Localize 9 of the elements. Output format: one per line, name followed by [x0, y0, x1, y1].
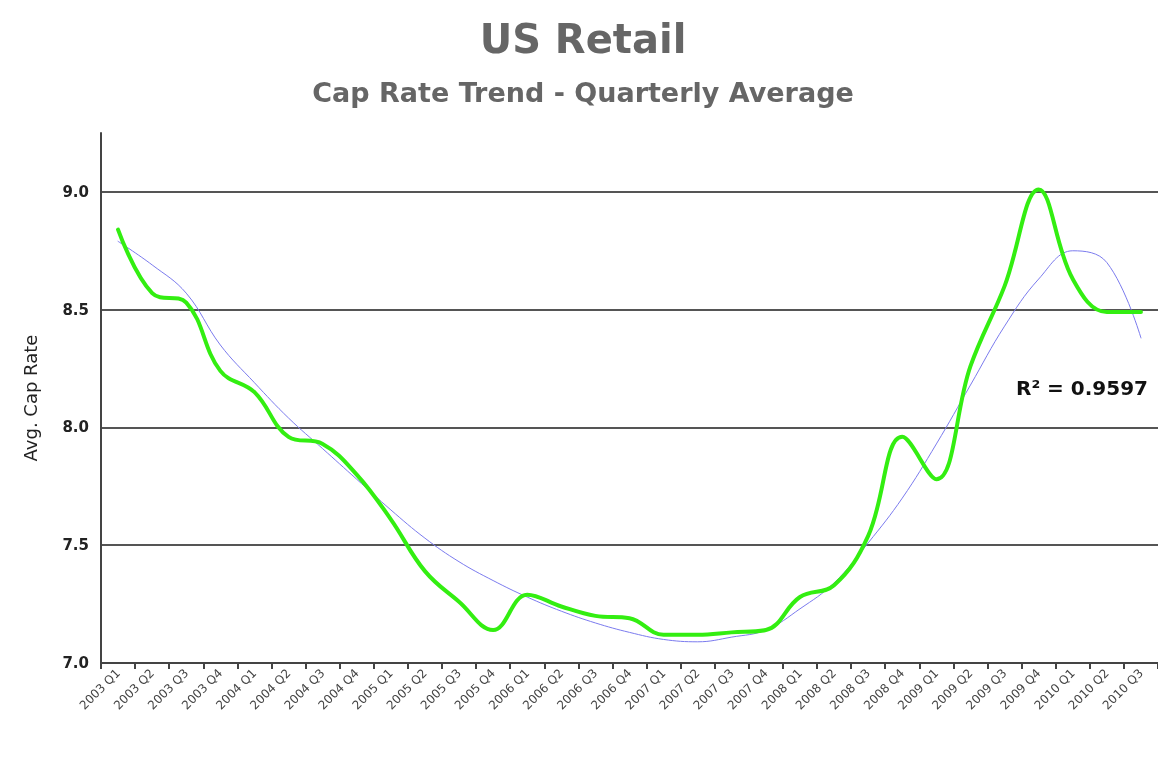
annotation: R² = 0.9597 [1015, 376, 1149, 400]
y-tick-label: 9.0 [62, 182, 89, 201]
y-tick-label: 8.5 [62, 300, 89, 319]
chart-subtitle: Cap Rate Trend - Quarterly Average [312, 77, 854, 108]
y-axis-title: Avg. Cap Rate [19, 334, 41, 462]
y-tick-label: 8.0 [62, 418, 89, 437]
y-tick-label: 7.0 [62, 654, 89, 672]
y-tick-label: 7.5 [62, 536, 89, 555]
chart-title: US Retail [479, 16, 687, 62]
